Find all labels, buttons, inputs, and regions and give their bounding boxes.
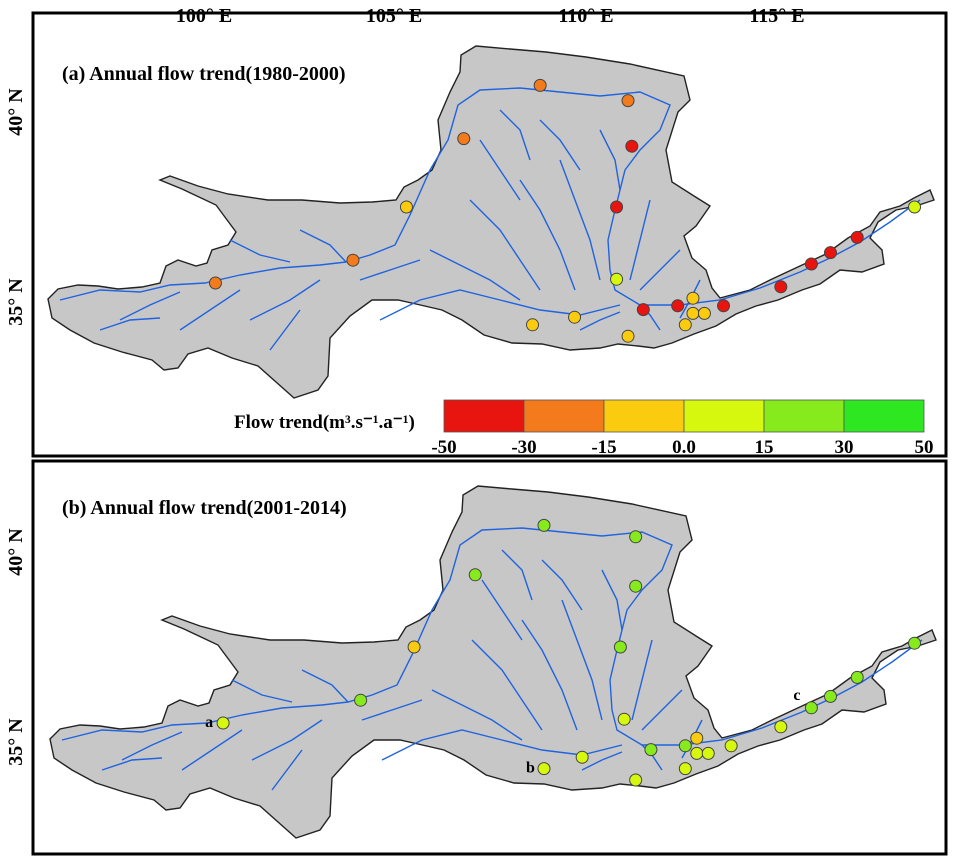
panel-b-station-5: [537, 518, 551, 532]
panel-a-station-18: [678, 318, 692, 332]
panel-a-river-network: [59, 87, 921, 351]
lon-label-105: 105° E: [366, 5, 422, 27]
panel-a-station-10: [568, 310, 582, 324]
lat-label-35-a: 35° N: [5, 278, 27, 326]
panel-b-station-23: [850, 670, 864, 684]
panel-a-station-9: [610, 272, 624, 286]
lon-label-115: 115° E: [749, 5, 804, 27]
panel-b-station-11: [537, 762, 551, 776]
colorbar-box-4: [683, 399, 765, 433]
panel-a-stations: [208, 78, 922, 343]
site-label-b: b: [526, 760, 535, 777]
panel-a-station-16: [686, 306, 700, 320]
panel-b-station-20: [774, 720, 788, 734]
lat-label-40-a: 40° N: [5, 88, 27, 136]
colorbar-box-6: [843, 399, 925, 433]
panel-a-station-15: [686, 291, 700, 305]
panel-b-station-24: [908, 636, 922, 650]
panel-b-station-12: [629, 773, 643, 787]
colorbar-tick-labels: -50 -30 -15 0.0 15 30 50: [431, 437, 933, 458]
panel-a-station-11: [526, 318, 540, 332]
panel-b-station-17: [701, 746, 715, 760]
panel-b-station-21: [804, 701, 818, 715]
panel-b-station-8: [613, 640, 627, 654]
colorbar-tick-5: 15: [755, 437, 774, 458]
colorbar-box-1: [443, 399, 525, 433]
lat-label-35-b: 35° N: [5, 718, 27, 766]
colorbar-tick-3: -15: [591, 437, 616, 458]
colorbar-tick-2: -30: [511, 437, 536, 458]
panel-a-basin: [47, 45, 935, 399]
panel-b-station-7: [629, 579, 643, 593]
lon-label-110: 110° E: [558, 5, 613, 27]
lat-label-40-b: 40° N: [5, 528, 27, 576]
latitude-labels: 40° N 35° N 40° N 35° N: [5, 88, 27, 766]
panel-a-station-8: [610, 200, 624, 214]
colorbar-title: Flow trend(m³.s⁻¹.a⁻¹): [234, 412, 415, 433]
panel-b-station-2: [354, 693, 368, 707]
panel-b-station-10: [575, 750, 589, 764]
colorbar-tick-7: 50: [915, 437, 934, 458]
panel-b-station-3: [407, 640, 421, 654]
panel-a-station-5: [533, 78, 547, 92]
panel-b-basin: [49, 485, 937, 839]
panel-a-station-6: [621, 94, 635, 108]
panel-b-station-13: [644, 743, 658, 757]
panel-a-station-22: [823, 246, 837, 260]
colorbar-tick-6: 30: [835, 437, 854, 458]
colorbar-tick-4: 0.0: [672, 437, 696, 458]
longitude-labels: 100° E 105° E 110° E 115° E: [176, 5, 805, 27]
panel-b-frame: [31, 459, 948, 856]
colorbar-boxes: [443, 399, 925, 433]
panel-a-station-14: [671, 299, 685, 313]
panel-b-station-1: [216, 716, 230, 730]
panel-b-station-14: [678, 739, 692, 753]
colorbar-tick-1: -50: [431, 437, 456, 458]
panel-a-title: (a) Annual flow trend(1980-2000): [62, 63, 346, 85]
lon-label-100: 100° E: [176, 5, 232, 27]
panel-a-station-20: [774, 280, 788, 294]
panel-a-station-17: [697, 306, 711, 320]
colorbar-box-3: [603, 399, 685, 433]
colorbar-box-5: [763, 399, 845, 433]
colorbar: Flow trend(m³.s⁻¹.a⁻¹) -50 -30 -15 0.0 15 30 5…: [234, 399, 934, 458]
panel-b-station-16: [690, 746, 704, 760]
panel-b-station-6: [629, 530, 643, 544]
panel-b-station-4: [468, 568, 482, 582]
panel-b-station-19: [724, 739, 738, 753]
panel-a-station-21: [804, 257, 818, 271]
panel-a-frame: [31, 11, 948, 458]
panel-a-station-3: [399, 200, 413, 214]
panel-a-station-4: [457, 132, 471, 146]
panel-a-station-1: [208, 276, 222, 290]
panel-b-station-15: [690, 731, 704, 745]
panel-a-station-2: [346, 253, 360, 267]
panel-b-title: (b) Annual flow trend(2001-2014): [62, 497, 347, 519]
panel-a-station-23: [850, 230, 864, 244]
panel-a: [47, 45, 935, 399]
panel-a-station-13: [636, 303, 650, 317]
panel-b-station-9: [617, 712, 631, 726]
panel-b-stations: a b c: [205, 518, 922, 787]
panel-b-station-18: [678, 762, 692, 776]
panel-a-station-24: [908, 200, 922, 214]
panel-a-station-7: [625, 139, 639, 153]
panel-b-station-22: [823, 689, 837, 703]
panel-b: a b c: [49, 485, 937, 839]
panel-a-station-19: [717, 299, 731, 313]
colorbar-box-2: [523, 399, 605, 433]
site-label-c: c: [793, 687, 800, 704]
site-label-a: a: [205, 714, 213, 731]
panel-a-station-12: [621, 329, 635, 343]
